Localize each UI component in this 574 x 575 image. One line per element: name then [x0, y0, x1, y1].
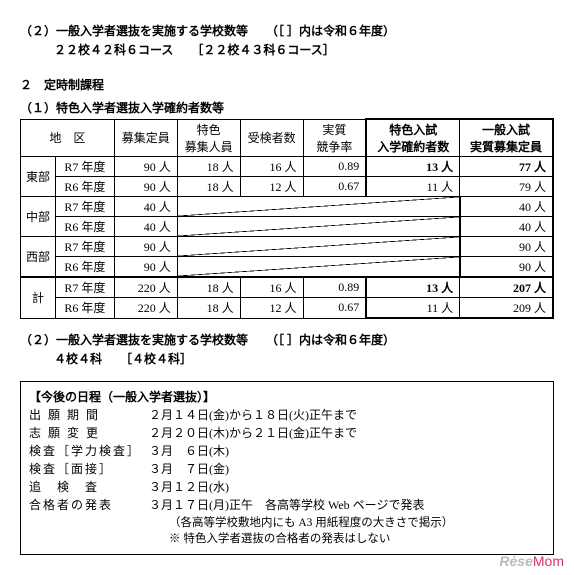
main-table: 地 区 募集定員 特色募集人員 受検者数 実質競争率 特色入試入学確約者数 一般…	[20, 118, 554, 319]
schedule-label: 志 願 変 更	[29, 424, 149, 441]
data-cell: 18 人	[177, 277, 240, 298]
year-cell: R7 年度	[55, 237, 114, 257]
year-cell: R6 年度	[55, 257, 114, 278]
schedule-value: ２月２０日(木)から２１日(金)正午まで	[149, 424, 545, 441]
hdr-confirmed: 特色入試入学確約者数	[366, 119, 459, 157]
capacity-cell: 40 人	[114, 217, 177, 237]
data-cell: 11 人	[366, 177, 459, 197]
year-cell: R7 年度	[55, 197, 114, 217]
hdr-general: 一般入試実質募集定員	[460, 119, 553, 157]
capacity-cell: 40 人	[114, 197, 177, 217]
data-cell: 16 人	[240, 157, 303, 177]
schedule-label: 検査［面接］	[29, 460, 149, 477]
general-cell: 209 人	[460, 298, 553, 319]
region-cell: 中部	[21, 197, 56, 237]
capacity-cell: 220 人	[114, 277, 177, 298]
diagonal-cell	[177, 257, 459, 278]
year-cell: R6 年度	[55, 217, 114, 237]
schedule-label: 合格者の発表	[29, 496, 149, 513]
general-cell: 207 人	[460, 277, 553, 298]
schedule-row: 追 検 査３月１２日(水)	[29, 478, 545, 495]
schedule-row: 検査［学力検査］３月 ６日(木)	[29, 442, 545, 459]
watermark: RėseMom	[499, 553, 564, 569]
data-cell: 18 人	[177, 298, 240, 319]
schedule-note-2: ※ 特色入学者選抜の合格者の発表はしない	[29, 530, 545, 546]
general-cell: 40 人	[460, 197, 553, 217]
hdr-region: 地 区	[21, 119, 115, 157]
year-cell: R6 年度	[55, 177, 114, 197]
section-2-sub: ２２校４２科６コース ［２２校４３科６コース］	[20, 41, 554, 58]
region-cell: 東部	[21, 157, 56, 197]
year-cell: R7 年度	[55, 277, 114, 298]
schedule-value: ２月１４日(金)から１８日(火)正午まで	[149, 406, 545, 423]
data-cell: 12 人	[240, 177, 303, 197]
hdr-special: 特色募集人員	[177, 119, 240, 157]
capacity-cell: 90 人	[114, 257, 177, 278]
schedule-label: 追 検 査	[29, 478, 149, 495]
hdr-capacity: 募集定員	[114, 119, 177, 157]
section-2b-sub: ４校４科 ［４校４科］	[20, 350, 554, 367]
section-2b-header: （２）一般入学者選抜を実施する学校数等 （［ ］内は令和６年度）	[20, 331, 554, 348]
data-cell: 12 人	[240, 298, 303, 319]
schedule-note-1: （各高等学校敷地内にも A3 用紙程度の大きさで掲示）	[29, 514, 545, 530]
schedule-value: ３月１７日(月)正午 各高等学校 Web ページで発表	[149, 496, 545, 513]
diagonal-cell	[177, 197, 459, 217]
section-2-header: （２）一般入学者選抜を実施する学校数等 （［ ］内は令和６年度）	[20, 22, 554, 39]
year-cell: R7 年度	[55, 157, 114, 177]
data-cell: 11 人	[366, 298, 459, 319]
capacity-cell: 90 人	[114, 237, 177, 257]
data-cell: 13 人	[366, 157, 459, 177]
data-cell: 13 人	[366, 277, 459, 298]
general-cell: 90 人	[460, 257, 553, 278]
diagonal-cell	[177, 217, 459, 237]
data-cell: 0.67	[303, 177, 366, 197]
region-cell: 西部	[21, 237, 56, 278]
data-cell: 0.89	[303, 157, 366, 177]
capacity-cell: 220 人	[114, 298, 177, 319]
data-cell: 18 人	[177, 177, 240, 197]
data-cell: 0.67	[303, 298, 366, 319]
schedule-row: 検査［面接］３月 ７日(金)	[29, 460, 545, 477]
schedule-row: 合格者の発表３月１７日(月)正午 各高等学校 Web ページで発表	[29, 496, 545, 513]
schedule-value: ３月 ７日(金)	[149, 460, 545, 477]
year-cell: R6 年度	[55, 298, 114, 319]
table1-title: （１）特色入学者選抜入学確約者数等	[20, 99, 554, 116]
general-cell: 77 人	[460, 157, 553, 177]
data-cell: 0.89	[303, 277, 366, 298]
capacity-cell: 90 人	[114, 157, 177, 177]
schedule-title: 【今後の日程（一般入学者選抜）】	[29, 388, 545, 405]
general-cell: 40 人	[460, 217, 553, 237]
schedule-row: 志 願 変 更２月２０日(木)から２１日(金)正午まで	[29, 424, 545, 441]
hdr-ratio: 実質競争率	[303, 119, 366, 157]
general-cell: 90 人	[460, 237, 553, 257]
section-title: ２ 定時制課程	[20, 76, 554, 93]
schedule-value: ３月１２日(水)	[149, 478, 545, 495]
region-cell: 計	[21, 277, 56, 318]
capacity-cell: 90 人	[114, 177, 177, 197]
general-cell: 79 人	[460, 177, 553, 197]
data-cell: 16 人	[240, 277, 303, 298]
hdr-applicants: 受検者数	[240, 119, 303, 157]
data-cell: 18 人	[177, 157, 240, 177]
schedule-box: 【今後の日程（一般入学者選抜）】 出 願 期 間２月１４日(金)から１８日(火)…	[20, 381, 554, 555]
diagonal-cell	[177, 237, 459, 257]
schedule-label: 検査［学力検査］	[29, 442, 149, 459]
schedule-value: ３月 ６日(木)	[149, 442, 545, 459]
schedule-row: 出 願 期 間２月１４日(金)から１８日(火)正午まで	[29, 406, 545, 423]
schedule-label: 出 願 期 間	[29, 406, 149, 423]
